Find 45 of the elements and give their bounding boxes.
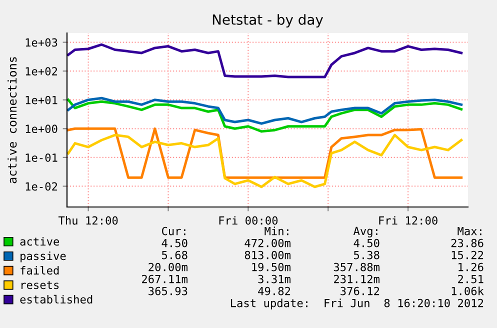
- text: Cur:: [162, 226, 186, 236]
- text: 357.88m: [334, 262, 380, 272]
- legend-label: active: [20, 237, 60, 246]
- x-tick-label: Fri 00:00: [219, 216, 278, 225]
- text: 5.38: [354, 250, 380, 260]
- text: Avg:: [353, 226, 378, 238]
- text: 19.50m: [252, 262, 290, 272]
- y-tick-label: 1e+01: [26, 96, 58, 104]
- legend-label: passive: [20, 252, 66, 262]
- x-tick-label: Fri 12:00: [379, 216, 438, 225]
- text: 813.00m: [244, 250, 290, 260]
- y-tick-label: 1e-02: [26, 182, 58, 191]
- line-series: [67, 98, 463, 133]
- line-series: [67, 134, 463, 188]
- text: 4.50: [354, 238, 380, 248]
- y-tick-label: 1e-01: [26, 153, 58, 162]
- text: 376.12: [340, 286, 380, 296]
- text: Max:: [458, 226, 482, 236]
- text: 267.11m: [142, 274, 188, 284]
- text: 365.93: [148, 286, 188, 296]
- legend-label: established: [20, 294, 92, 304]
- text: 1.26: [458, 262, 484, 272]
- y-axis-title: active connections: [8, 57, 17, 184]
- text: Last update: Fri Jun 8 16:20:10 2012: [230, 298, 484, 310]
- legend-label: resets: [22, 281, 59, 290]
- text: Min:: [264, 226, 288, 236]
- line-series: [67, 43, 463, 78]
- text: 231.12m: [334, 274, 380, 284]
- y-tick-label: 1e+03: [26, 38, 58, 47]
- text: 49.82: [258, 286, 290, 296]
- text: 2.51: [458, 274, 484, 284]
- text: 3.31m: [258, 274, 290, 284]
- text: 23.86: [451, 238, 484, 248]
- y-tick-label: 1e+00: [26, 124, 58, 134]
- text: 4.50: [162, 238, 188, 248]
- chart-title: Netstat - by day: [212, 14, 324, 28]
- y-tick-label: 1e+02: [26, 67, 58, 76]
- text: 5.68: [162, 250, 188, 260]
- text: 15.22: [452, 250, 484, 260]
- text: 1.06k: [452, 286, 484, 296]
- line-series: [67, 96, 463, 125]
- text: 20.00m: [148, 262, 188, 272]
- text: 472.00m: [244, 238, 290, 248]
- x-tick-label: Thu 12:00: [58, 216, 118, 225]
- legend-label: failed: [20, 266, 59, 275]
